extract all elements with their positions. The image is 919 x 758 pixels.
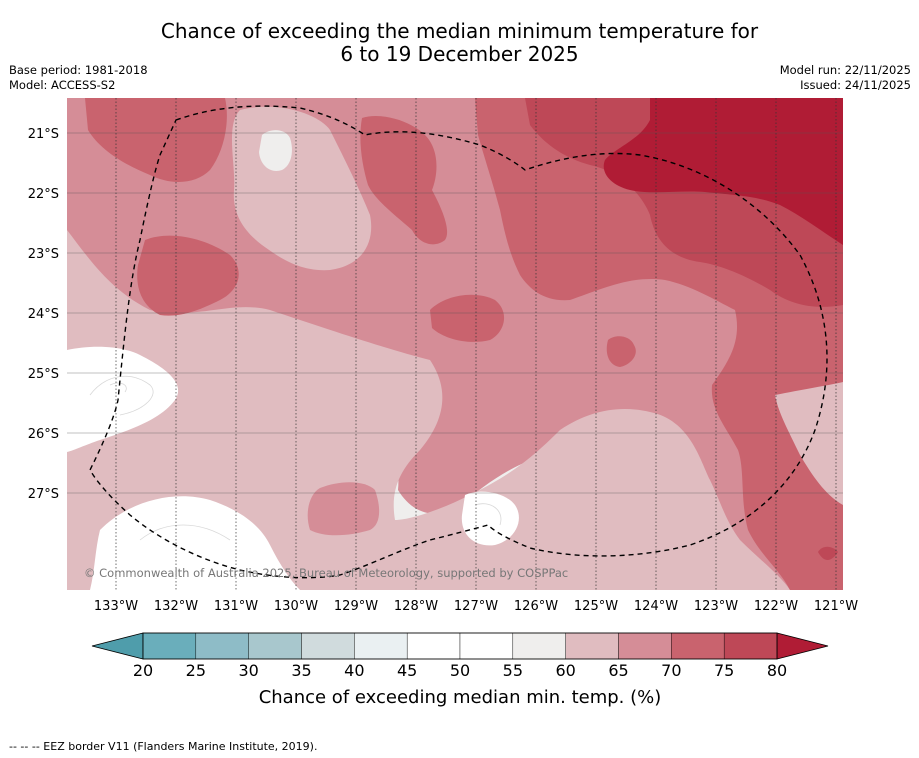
lat-label: 26°S — [28, 427, 59, 442]
colorbar-segment — [671, 632, 725, 660]
colorbar-tick-label: 35 — [291, 661, 311, 680]
colorbar-tick-label: 50 — [450, 661, 470, 680]
colorbar-tick-label: 75 — [714, 661, 734, 680]
colorbar-tick-label: 80 — [767, 661, 787, 680]
title-line-2: 6 to 19 December 2025 — [340, 42, 579, 66]
colorbar-segment — [406, 632, 461, 660]
copyright-text: © Commonwealth of Australia 2025, Bureau… — [84, 566, 568, 580]
lon-label: 121°W — [814, 599, 858, 614]
region-70-75-north-central — [360, 115, 448, 245]
lon-label: 123°W — [694, 599, 738, 614]
lat-label: 22°S — [28, 187, 59, 202]
region-70-75-northwest — [85, 98, 227, 182]
lat-label: 24°S — [28, 307, 59, 322]
colorbar-tick-label: 40 — [344, 661, 364, 680]
probability-map: © Commonwealth of Australia 2025, Bureau… — [67, 98, 843, 590]
meta-right: Model run: 22/11/2025 Issued: 24/11/2025 — [780, 63, 911, 93]
longitude-gridlines — [115, 98, 837, 590]
colorbar-segment — [301, 632, 355, 660]
lon-label: 125°W — [574, 599, 618, 614]
region-45-55-north — [259, 130, 292, 171]
colorbar-tick-label: 60 — [555, 661, 575, 680]
lat-label: 25°S — [28, 367, 59, 382]
colorbar-tick-label: 55 — [503, 661, 523, 680]
colorbar-segment — [723, 632, 778, 660]
meta-left: Base period: 1981-2018 Model: ACCESS-S2 — [9, 63, 148, 93]
region-60-65-east-notch — [775, 382, 843, 505]
colorbar-under-arrow — [91, 632, 144, 660]
colorbar-tick-label: 45 — [397, 661, 417, 680]
lon-label: 129°W — [334, 599, 378, 614]
colorbar-segment — [354, 632, 408, 660]
model-name: Model: ACCESS-S2 — [9, 78, 116, 92]
colorbar-tick-label: 20 — [133, 661, 153, 680]
lon-label: 131°W — [214, 599, 258, 614]
title-line-1: Chance of exceeding the median minimum t… — [160, 19, 759, 43]
lon-label: 126°W — [514, 599, 558, 614]
lon-label: 130°W — [274, 599, 318, 614]
lon-label: 128°W — [394, 599, 438, 614]
region-70-75-center — [430, 294, 505, 342]
legend-footer: -- -- -- EEZ border V11 (Flanders Marine… — [9, 740, 318, 753]
map-title: Chance of exceeding the median minimum t… — [0, 20, 919, 66]
lon-label: 133°W — [94, 599, 138, 614]
colorbar-tick-label: 70 — [661, 661, 681, 680]
colorbar-tick-label: 65 — [608, 661, 628, 680]
colorbar-segment — [248, 632, 302, 660]
colorbar-segment — [459, 632, 514, 660]
contour-lines — [89, 376, 502, 541]
colorbar-segment — [512, 632, 566, 660]
region-70-75-small — [606, 336, 636, 367]
region-65-70-south — [307, 482, 380, 536]
region-45-55-south — [90, 496, 300, 590]
base-period: Base period: 1981-2018 — [9, 63, 148, 77]
region-75-80-southeast — [818, 546, 838, 560]
eez-border — [89, 105, 828, 579]
lon-label: 127°W — [454, 599, 498, 614]
region-above-80 — [603, 98, 843, 245]
model-run: Model run: 22/11/2025 — [779, 63, 911, 77]
lat-label: 27°S — [28, 487, 59, 502]
colorbar-tick-label: 30 — [238, 661, 258, 680]
colorbar-frame — [142, 632, 778, 660]
longitude-labels: 133°W 132°W 131°W 130°W 129°W 128°W 127°… — [94, 599, 858, 614]
colorbar: 20 25 30 35 40 45 50 55 60 65 70 75 80 Chance of exc… — [91, 632, 829, 708]
region-60-65-central — [67, 230, 790, 590]
colorbar-segment — [618, 632, 672, 660]
colorbar-segment — [565, 632, 619, 660]
lat-label: 21°S — [28, 127, 59, 142]
colorbar-segment — [195, 632, 249, 660]
latitude-labels: 21°S 22°S 23°S 24°S 25°S 26°S 27°S — [28, 127, 59, 502]
colorbar-segment — [142, 632, 197, 660]
issued-date: Issued: 24/11/2025 — [800, 78, 911, 92]
colorbar-tick-label: 25 — [186, 661, 206, 680]
lat-label: 23°S — [28, 247, 59, 262]
colorbar-over-arrow — [776, 632, 829, 660]
lon-label: 124°W — [634, 599, 678, 614]
region-70-75-west — [137, 235, 239, 316]
latitude-gridlines — [67, 132, 843, 494]
lon-label: 132°W — [154, 599, 198, 614]
lon-label: 122°W — [754, 599, 798, 614]
colorbar-label: Chance of exceeding median min. temp. (%… — [259, 687, 662, 708]
